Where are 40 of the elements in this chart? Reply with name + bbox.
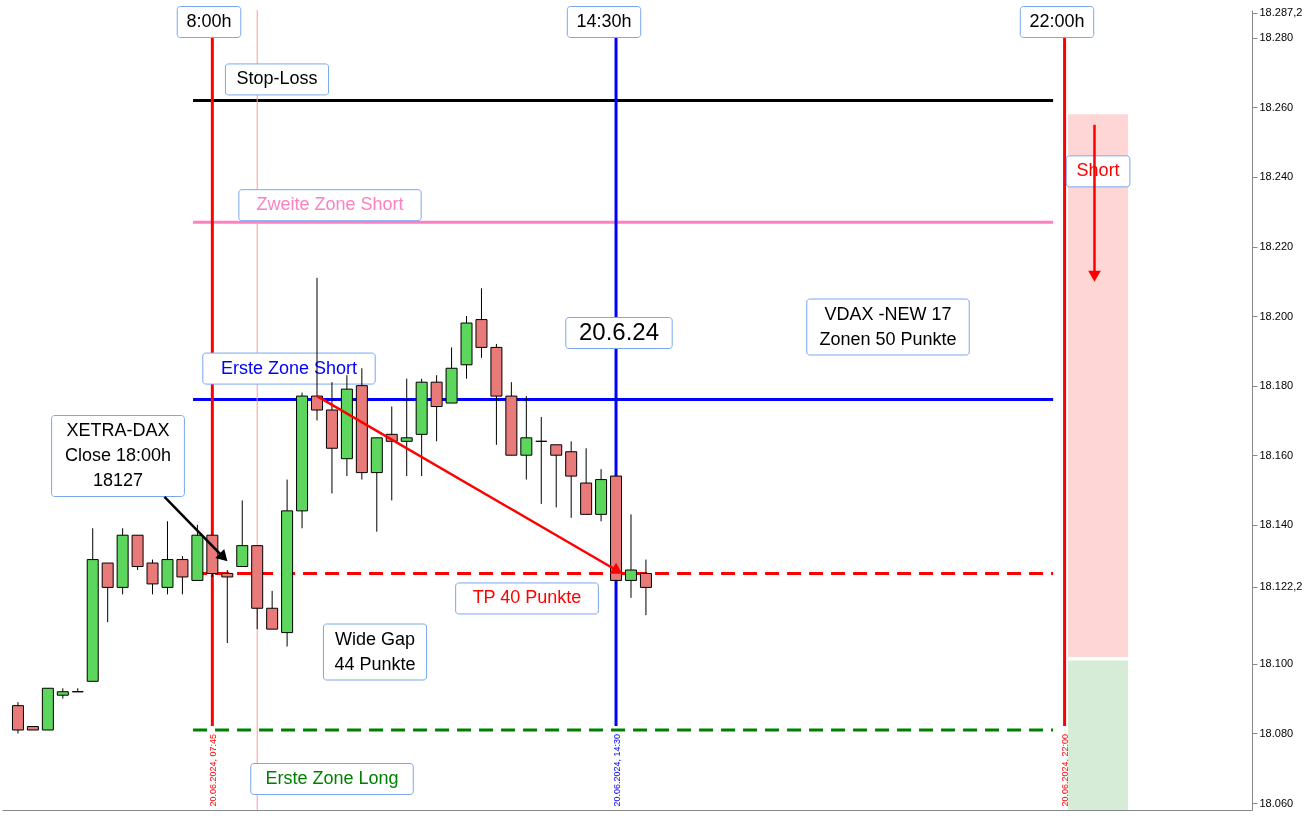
y-tick-label: 18.060 (1259, 796, 1294, 809)
candlestick (400, 378, 413, 477)
y-tick-label: 18.287,2 (1259, 6, 1303, 19)
x-tick-label: 20.06.2024, 14:30 (611, 733, 622, 807)
ref-line-label: Erste Zone Long (265, 768, 399, 788)
y-tick-label: 18.080 (1259, 726, 1294, 739)
annotation: 22:00h (1029, 11, 1085, 31)
y-tick-label: 18.100 (1259, 657, 1294, 670)
y-tick-label: 18.122,2 (1259, 580, 1303, 593)
ref-line-label: Zweite Zone Short (256, 194, 404, 215)
annotation: 20.6.24 (578, 318, 660, 345)
annotation: XETRA-DAX Close 18:00h 18127 (64, 420, 172, 490)
y-tick-label: 18.140 (1259, 518, 1294, 531)
candlestick (624, 513, 637, 599)
y-tick-label: 18.280 (1259, 31, 1294, 44)
candlestick (71, 687, 84, 693)
annotation: Wide Gap 44 Punkte (334, 628, 416, 674)
candlestick (550, 444, 563, 508)
y-tick-label: 18.220 (1259, 240, 1294, 253)
y-tick-label: 18.200 (1259, 309, 1294, 322)
candlestick (266, 590, 279, 630)
candlestick (236, 499, 249, 568)
candlestick (639, 559, 652, 616)
y-tick-label: 18.240 (1259, 170, 1294, 183)
x-tick-label: 20.06.2024, 22:00 (1060, 733, 1071, 807)
candlestick (176, 555, 189, 595)
annotation: 14:30h (576, 11, 632, 31)
x-tick-label: 20.06.2024, 07:45 (207, 733, 218, 807)
annotation: 8:00h (186, 11, 232, 31)
y-tick-label: 18.180 (1259, 379, 1294, 392)
candlestick (520, 395, 533, 481)
candlestick (535, 416, 548, 505)
ref-line-label: TP 40 Punkte (472, 587, 582, 608)
ref-line-label: Erste Zone Short (220, 357, 358, 378)
ref-line-label: Stop-Loss (236, 68, 318, 89)
y-tick-label: 18.160 (1259, 448, 1294, 461)
candlestick (146, 559, 159, 595)
y-tick-label: 18.260 (1259, 100, 1294, 113)
annotation: VDAX -NEW 17 Zonen 50 Punkte (819, 303, 957, 349)
candlestick (221, 569, 234, 644)
